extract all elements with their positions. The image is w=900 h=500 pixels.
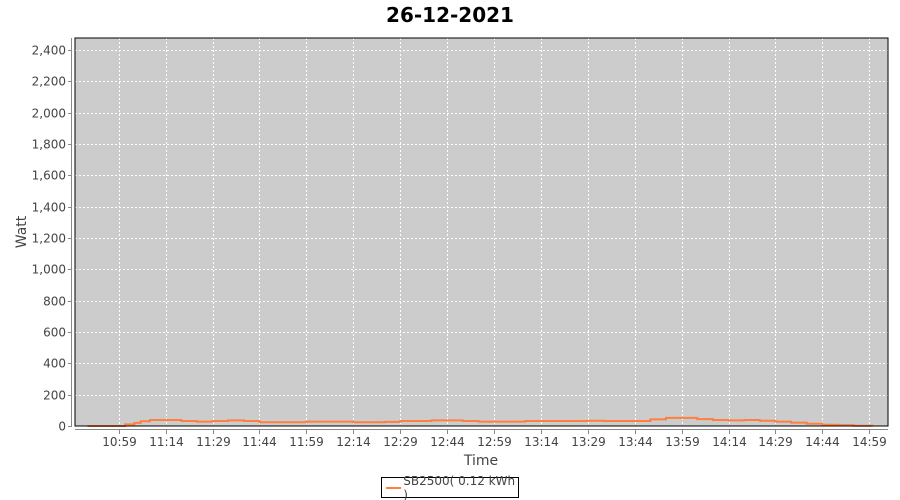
x-tick-label: 11:59: [289, 435, 324, 449]
x-tick-label: 10:59: [102, 435, 137, 449]
y-tick-label: 1,200: [32, 232, 66, 246]
y-tick-label: 1,800: [32, 138, 66, 152]
y-tick-label: 600: [43, 326, 66, 340]
x-tick-label: 13:29: [571, 435, 606, 449]
y-tick-label: 1,600: [32, 169, 66, 183]
x-tick-label: 14:29: [758, 435, 793, 449]
grid: [75, 38, 888, 427]
legend-label: SB2500( 0.12 kWh ): [403, 473, 516, 500]
legend-swatch: [386, 486, 402, 489]
y-tick-label: 800: [43, 295, 66, 309]
x-tick-label: 14:14: [712, 435, 747, 449]
x-axis: 10:59 11:14 11:29 11:44 11:59 12:14 12:29 12:44…: [102, 430, 887, 449]
plot-border: [74, 37, 889, 427]
plot-area: [75, 38, 888, 426]
x-tick-label: 12:44: [430, 435, 465, 449]
x-tick-label: 11:29: [196, 435, 231, 449]
x-tick-label: 11:44: [242, 435, 277, 449]
legend: SB2500( 0.12 kWh ): [381, 473, 519, 500]
x-tick-label: 14:44: [805, 435, 840, 449]
y-tick-label: 1,000: [32, 263, 66, 277]
y-tick-label: 400: [43, 357, 66, 371]
y-tick-label: 2,000: [32, 107, 66, 121]
y-axis-label: Watt: [14, 215, 30, 248]
x-tick-label: 13:44: [618, 435, 653, 449]
y-tick-label: 200: [43, 389, 66, 403]
x-tick-label: 13:59: [665, 435, 700, 449]
x-tick-label: 11:14: [149, 435, 184, 449]
x-axis-label: Time: [463, 453, 498, 469]
series-lines: [87, 416, 874, 427]
x-tick-label: 14:59: [852, 435, 887, 449]
x-tick-label: 12:29: [383, 435, 418, 449]
y-axis: 0 200 400 600 800 1,000 1,200 1,400 1,600 1,800 2,…: [32, 44, 72, 434]
y-tick-label: 1,400: [32, 201, 66, 215]
y-tick-label: 0: [58, 420, 66, 434]
series-line-0: [87, 416, 874, 427]
y-tick-label: 2,200: [32, 75, 66, 89]
chart-title: 26-12-2021: [386, 3, 514, 27]
x-tick-label: 12:59: [477, 435, 512, 449]
y-tick-label: 2,400: [32, 44, 66, 58]
x-tick-label: 13:14: [524, 435, 559, 449]
x-tick-label: 12:14: [336, 435, 371, 449]
